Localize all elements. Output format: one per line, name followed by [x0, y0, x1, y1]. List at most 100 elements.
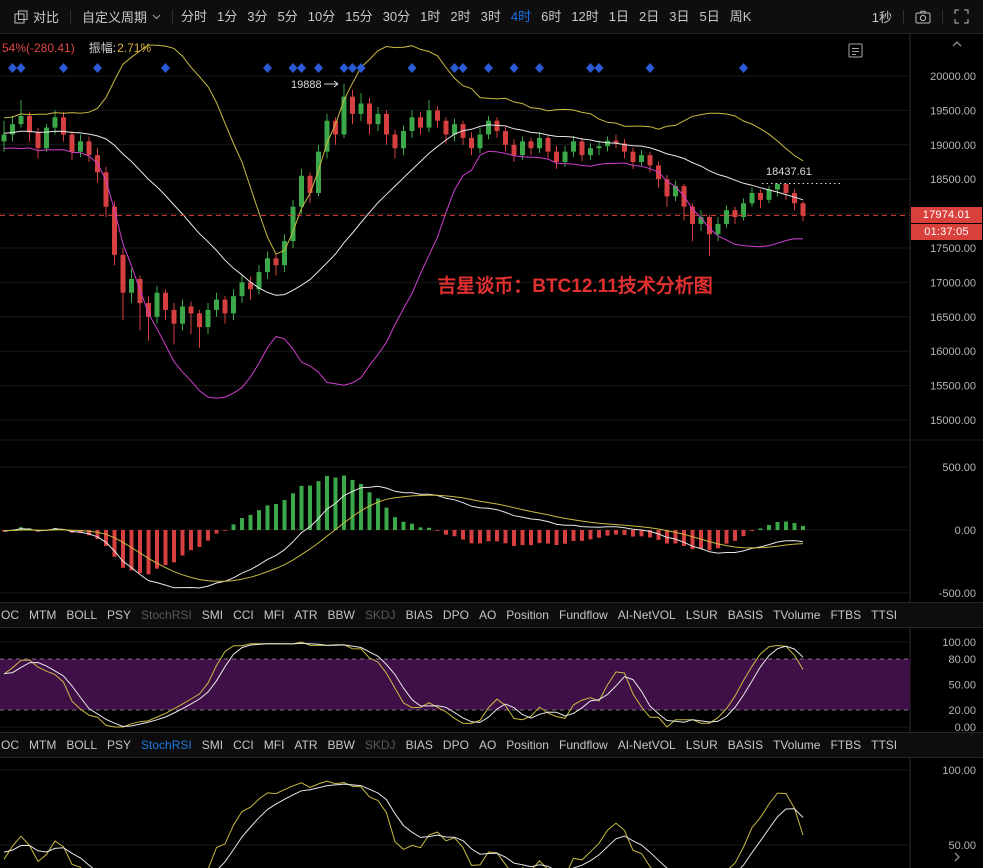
- indicator-tab-bbw[interactable]: BBW: [323, 738, 360, 752]
- event-diamond-marker[interactable]: [510, 63, 519, 73]
- event-diamond-marker[interactable]: [17, 63, 26, 73]
- event-diamond-marker[interactable]: [348, 63, 357, 73]
- one-second-button[interactable]: 1秒: [864, 0, 900, 34]
- event-diamond-marker[interactable]: [8, 63, 17, 73]
- event-diamond-marker[interactable]: [739, 63, 748, 73]
- indicator-tab-ftbs[interactable]: FTBS: [825, 608, 866, 622]
- indicator-tab-ai-netvol[interactable]: AI-NetVOL: [613, 608, 681, 622]
- indicator-tab-boll[interactable]: BOLL: [61, 738, 102, 752]
- indicator-tab-lsur[interactable]: LSUR: [681, 608, 723, 622]
- indicator-tab-ttsi[interactable]: TTSI: [866, 608, 902, 622]
- svg-text:20000.00: 20000.00: [930, 71, 976, 83]
- indicator-tab-row-2: OCMTMBOLLPSYStochRSISMICCIMFIATRBBWSKDJB…: [0, 732, 983, 758]
- indicator-tab-cci[interactable]: CCI: [228, 608, 259, 622]
- timeframe-1分[interactable]: 1分: [212, 0, 242, 34]
- event-diamond-marker[interactable]: [340, 63, 349, 73]
- timeframe-1日[interactable]: 1日: [604, 0, 634, 34]
- indicator-tab-stochrsi[interactable]: StochRSI: [136, 738, 197, 752]
- indicator-tab-fundflow[interactable]: Fundflow: [554, 738, 613, 752]
- indicator-tab-ao[interactable]: AO: [474, 738, 501, 752]
- event-diamond-marker[interactable]: [59, 63, 68, 73]
- indicator-tab-atr[interactable]: ATR: [289, 738, 322, 752]
- event-diamond-marker[interactable]: [93, 63, 102, 73]
- indicator-tab-bias[interactable]: BIAS: [401, 738, 438, 752]
- compare-button[interactable]: 对比: [6, 0, 67, 34]
- timeframe-2日[interactable]: 2日: [634, 0, 664, 34]
- event-diamond-marker[interactable]: [586, 63, 595, 73]
- indicator-tab-position[interactable]: Position: [501, 608, 554, 622]
- timeframe-2时[interactable]: 2时: [445, 0, 475, 34]
- indicator-tab-mfi[interactable]: MFI: [259, 608, 290, 622]
- event-diamond-marker[interactable]: [535, 63, 544, 73]
- event-diamond-marker[interactable]: [408, 63, 417, 73]
- indicator-tab-bbw[interactable]: BBW: [323, 608, 360, 622]
- event-diamond-marker[interactable]: [459, 63, 468, 73]
- indicator-tab-fundflow[interactable]: Fundflow: [554, 608, 613, 622]
- timeframe-12时[interactable]: 12时: [566, 0, 603, 34]
- indicator-tab-cci[interactable]: CCI: [228, 738, 259, 752]
- timeframe-1时[interactable]: 1时: [415, 0, 445, 34]
- fullscreen-button[interactable]: [946, 0, 977, 34]
- order-record-icon[interactable]: [845, 40, 865, 60]
- indicator-tab-position[interactable]: Position: [501, 738, 554, 752]
- scroll-up-button[interactable]: [948, 37, 966, 51]
- indicator-tab-ttsi[interactable]: TTSI: [866, 738, 902, 752]
- indicator-tab-smi[interactable]: SMI: [197, 608, 228, 622]
- indicator-tab-psy[interactable]: PSY: [102, 608, 136, 622]
- indicator-tab-mtm[interactable]: MTM: [24, 738, 61, 752]
- indicator-tab-tvolume[interactable]: TVolume: [768, 738, 825, 752]
- event-diamond-marker[interactable]: [289, 63, 298, 73]
- indicator-tab-bias[interactable]: BIAS: [401, 608, 438, 622]
- indicator-tab-lsur[interactable]: LSUR: [681, 738, 723, 752]
- event-diamond-marker[interactable]: [263, 63, 272, 73]
- timeframe-3日[interactable]: 3日: [664, 0, 694, 34]
- indicator-tab-mfi[interactable]: MFI: [259, 738, 290, 752]
- indicator-tab-atr[interactable]: ATR: [289, 608, 322, 622]
- indicator-tab-oc[interactable]: OC: [0, 608, 24, 622]
- event-diamond-marker[interactable]: [297, 63, 306, 73]
- indicator-tab-ftbs[interactable]: FTBS: [825, 738, 866, 752]
- toolbar-separator: [942, 10, 943, 24]
- event-diamond-marker[interactable]: [595, 63, 604, 73]
- svg-text:16000.00: 16000.00: [930, 346, 976, 358]
- event-diamond-marker[interactable]: [161, 63, 170, 73]
- indicator-tab-ai-netvol[interactable]: AI-NetVOL: [613, 738, 681, 752]
- indicator-tab-oc[interactable]: OC: [0, 738, 24, 752]
- scroll-right-button[interactable]: [948, 850, 966, 864]
- event-diamond-marker[interactable]: [314, 63, 323, 73]
- event-diamond-marker[interactable]: [484, 63, 493, 73]
- indicator-tab-boll[interactable]: BOLL: [61, 608, 102, 622]
- svg-text:19500.00: 19500.00: [930, 105, 976, 117]
- toolbar-separator: [70, 10, 71, 24]
- timeframe-6时[interactable]: 6时: [536, 0, 566, 34]
- indicator-tab-basis[interactable]: BASIS: [723, 738, 768, 752]
- stochrsi-panel: [0, 642, 910, 727]
- svg-text:100.00: 100.00: [942, 765, 976, 777]
- chevron-right-icon: [954, 852, 960, 862]
- indicator-tab-stochrsi[interactable]: StochRSI: [136, 608, 197, 622]
- event-diamond-marker[interactable]: [646, 63, 655, 73]
- indicator-tab-dpo[interactable]: DPO: [438, 608, 474, 622]
- indicator-tab-tvolume[interactable]: TVolume: [768, 608, 825, 622]
- indicator-tab-mtm[interactable]: MTM: [24, 608, 61, 622]
- snapshot-button[interactable]: [907, 0, 939, 34]
- indicator-tab-smi[interactable]: SMI: [197, 738, 228, 752]
- timeframe-3时[interactable]: 3时: [476, 0, 506, 34]
- indicator-tab-basis[interactable]: BASIS: [723, 608, 768, 622]
- timeframe-分时[interactable]: 分时: [176, 0, 212, 34]
- timeframe-周K[interactable]: 周K: [725, 0, 757, 34]
- timeframe-4时[interactable]: 4时: [506, 0, 536, 34]
- indicator-tab-psy[interactable]: PSY: [102, 738, 136, 752]
- event-diamond-marker[interactable]: [450, 63, 459, 73]
- timeframe-10分[interactable]: 10分: [303, 0, 340, 34]
- indicator-tab-skdj[interactable]: SKDJ: [360, 738, 401, 752]
- indicator-tab-ao[interactable]: AO: [474, 608, 501, 622]
- timeframe-5分[interactable]: 5分: [273, 0, 303, 34]
- custom-period-dropdown[interactable]: 自定义周期: [74, 0, 169, 34]
- timeframe-15分[interactable]: 15分: [340, 0, 377, 34]
- timeframe-3分[interactable]: 3分: [242, 0, 272, 34]
- indicator-tab-skdj[interactable]: SKDJ: [360, 608, 401, 622]
- indicator-tab-dpo[interactable]: DPO: [438, 738, 474, 752]
- timeframe-30分[interactable]: 30分: [378, 0, 415, 34]
- timeframe-5日[interactable]: 5日: [695, 0, 725, 34]
